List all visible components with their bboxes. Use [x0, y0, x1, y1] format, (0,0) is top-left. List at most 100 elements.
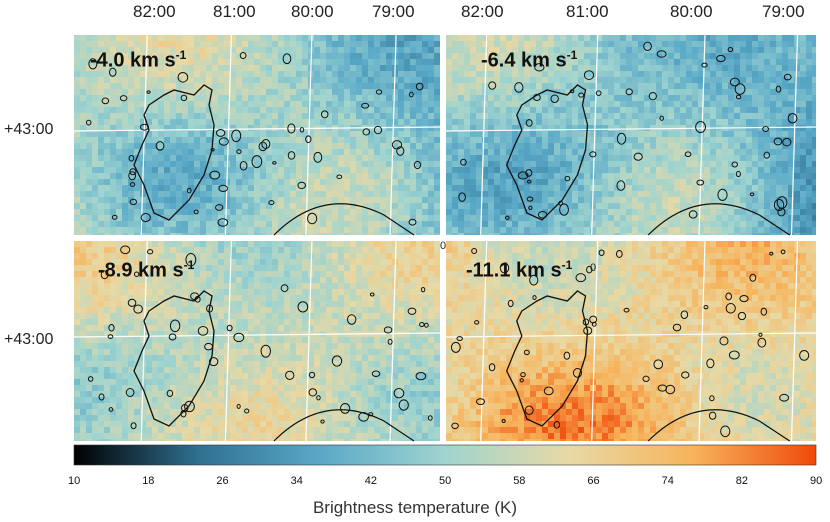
map-pixel [164, 131, 170, 137]
map-pixel [302, 233, 308, 235]
map-pixel [146, 131, 152, 137]
map-pixel [494, 113, 500, 119]
map-pixel [674, 155, 680, 161]
map-pixel [380, 83, 386, 89]
map-pixel [206, 95, 212, 101]
map-pixel [626, 179, 632, 185]
map-pixel [794, 185, 800, 191]
map-pixel [152, 247, 158, 253]
map-pixel [350, 233, 356, 235]
map-pixel [242, 65, 248, 71]
map-pixel [776, 53, 782, 59]
map-pixel [254, 89, 260, 95]
map-pixel [398, 167, 404, 173]
map-pixel [800, 71, 806, 77]
map-pixel [134, 179, 140, 185]
map-pixel [452, 83, 458, 89]
map-pixel [614, 233, 620, 235]
map-pixel [188, 143, 194, 149]
map-pixel [566, 35, 572, 41]
map-pixel [422, 295, 428, 301]
map-pixel [422, 47, 428, 53]
map-pixel [236, 119, 242, 125]
map-pixel [764, 167, 770, 173]
map-pixel [164, 95, 170, 101]
map-pixel [338, 35, 344, 41]
map-pixel [122, 247, 128, 253]
map-pixel [398, 179, 404, 185]
map-pixel [506, 125, 512, 131]
map-pixel [518, 149, 524, 155]
map-pixel [422, 167, 428, 173]
map-pixel [656, 95, 662, 101]
map-pixel [704, 119, 710, 125]
map-pixel [428, 289, 434, 295]
map-pixel [314, 77, 320, 83]
source-contour [128, 171, 137, 181]
map-pixel [626, 215, 632, 221]
source-contour [749, 192, 755, 197]
map-pixel [248, 53, 254, 59]
map-pixel [356, 215, 362, 221]
map-pixel [662, 89, 668, 95]
map-pixel [614, 209, 620, 215]
map-pixel [746, 215, 752, 221]
map-pixel [164, 41, 170, 47]
source-contour [696, 179, 705, 186]
map-pixel [680, 191, 686, 197]
map-pixel [572, 143, 578, 149]
map-pixel [110, 137, 116, 143]
map-pixel [122, 265, 128, 271]
map-pixel [752, 65, 758, 71]
map-pixel [332, 137, 338, 143]
map-pixel [758, 209, 764, 215]
map-pixel [758, 95, 764, 101]
map-pixel [326, 221, 332, 227]
map-pixel [794, 221, 800, 227]
map-pixel [122, 101, 128, 107]
map-pixel [758, 65, 764, 71]
map-pixel [572, 101, 578, 107]
map-pixel [734, 155, 740, 161]
map-pixel [524, 89, 530, 95]
map-pixel [404, 137, 410, 143]
map-pixel [512, 89, 518, 95]
map-pixel [128, 295, 134, 301]
map-pixel [266, 71, 272, 77]
source-contour [625, 88, 633, 96]
map-pixel [212, 167, 218, 173]
map-pixel [302, 53, 308, 59]
map-pixel [590, 227, 596, 233]
map-pixel [698, 59, 704, 65]
map-pixel [200, 101, 206, 107]
map-pixel [356, 71, 362, 77]
map-pixel [152, 35, 158, 41]
map-pixel [134, 265, 140, 271]
map-pixel [620, 71, 626, 77]
map-pixel [308, 301, 314, 307]
map-pixel [260, 47, 266, 53]
map-pixel [356, 119, 362, 125]
map-pixel [224, 125, 230, 131]
map-pixel [140, 247, 146, 253]
map-pixel [290, 185, 296, 191]
map-pixel [428, 283, 434, 289]
map-pixel [242, 41, 248, 47]
map-pixel [752, 233, 758, 235]
map-pixel [674, 89, 680, 95]
map-pixel [584, 173, 590, 179]
map-pixel [518, 197, 524, 203]
map-pixel [464, 233, 470, 235]
map-pixel [128, 107, 134, 113]
map-pixel [608, 227, 614, 233]
map-pixel [284, 295, 290, 301]
map-pixel [314, 161, 320, 167]
source-contour [777, 207, 786, 217]
map-pixel [218, 101, 224, 107]
map-pixel [110, 247, 116, 253]
map-pixel [812, 35, 816, 41]
map-pixel [476, 227, 482, 233]
source-contour [239, 52, 247, 60]
map-pixel [602, 119, 608, 125]
map-pixel [662, 233, 668, 235]
